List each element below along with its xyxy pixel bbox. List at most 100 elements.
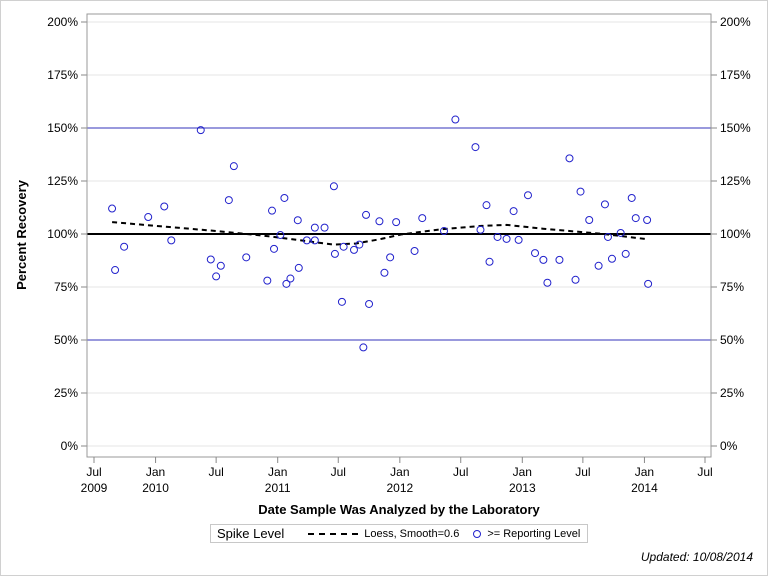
data-point xyxy=(607,254,616,263)
data-point xyxy=(280,193,289,202)
data-point xyxy=(120,242,129,251)
data-point xyxy=(471,143,480,152)
data-point xyxy=(270,244,279,253)
data-point xyxy=(476,225,485,234)
x-tick-label: Jul xyxy=(575,465,590,479)
updated-note: Updated: 10/08/2014 xyxy=(640,550,753,564)
y-tick-label-right: 50% xyxy=(720,333,744,347)
data-point xyxy=(410,246,419,255)
y-tick-label-right: 0% xyxy=(720,439,738,453)
circle-marker-icon xyxy=(473,529,482,538)
data-point xyxy=(362,210,371,219)
x-axis-label: Date Sample Was Analyzed by the Laborato… xyxy=(258,502,540,517)
data-point xyxy=(571,275,580,284)
x-tick-label: Jan xyxy=(390,465,409,479)
data-point xyxy=(418,214,427,223)
y-tick-label-left: 25% xyxy=(54,386,78,400)
y-tick-label-left: 200% xyxy=(47,15,78,29)
data-point xyxy=(644,279,653,288)
legend: Spike Level Loess, Smooth=0.6 >= Reporti… xyxy=(210,524,588,543)
data-point xyxy=(502,234,511,243)
data-point xyxy=(196,126,205,135)
data-point xyxy=(167,236,176,245)
data-point xyxy=(621,249,630,258)
y-tick-label-right: 25% xyxy=(720,386,744,400)
data-point xyxy=(585,216,594,225)
plot-frame xyxy=(86,13,712,458)
y-tick-label-left: 0% xyxy=(61,439,79,453)
data-point xyxy=(216,261,225,270)
data-point xyxy=(386,253,395,262)
data-point xyxy=(302,236,311,245)
data-point xyxy=(603,232,612,241)
x-tick-label: Jul xyxy=(208,465,223,479)
data-point xyxy=(523,191,532,200)
data-point xyxy=(286,274,295,283)
data-point xyxy=(263,276,272,285)
x-tick-year: 2011 xyxy=(265,481,291,495)
y-tick-label-left: 75% xyxy=(54,280,78,294)
x-tick-label: Jul xyxy=(453,465,468,479)
data-point xyxy=(482,201,491,210)
data-point xyxy=(514,235,523,244)
y-tick-label-right: 150% xyxy=(720,121,751,135)
data-point xyxy=(543,278,552,287)
data-point xyxy=(643,216,652,225)
loess-curve xyxy=(112,221,649,246)
x-tick-year: 2010 xyxy=(142,481,169,495)
y-tick-label-left: 50% xyxy=(54,333,78,347)
data-point xyxy=(392,218,401,227)
data-point xyxy=(539,255,548,264)
data-point xyxy=(531,249,540,258)
data-point xyxy=(616,228,625,237)
data-point xyxy=(380,268,389,277)
data-point xyxy=(212,272,221,281)
data-point xyxy=(160,202,169,211)
x-tick-label: Jul xyxy=(697,465,712,479)
data-point xyxy=(293,216,302,225)
x-tick-year: 2014 xyxy=(631,481,658,495)
data-point xyxy=(493,232,502,241)
x-tick-label: Jan xyxy=(146,465,165,479)
y-tick-label-left: 150% xyxy=(47,121,78,135)
y-tick-label-left: 100% xyxy=(47,227,78,241)
legend-title: Spike Level xyxy=(217,526,285,541)
data-point xyxy=(294,263,303,272)
data-point xyxy=(631,214,640,223)
data-point xyxy=(355,240,364,249)
x-tick-label: Jul xyxy=(331,465,346,479)
y-tick-label-right: 200% xyxy=(720,15,751,29)
data-point xyxy=(600,200,609,209)
data-point xyxy=(320,223,329,232)
data-point xyxy=(451,115,460,124)
data-point xyxy=(268,206,277,215)
data-point xyxy=(229,162,238,171)
data-point xyxy=(310,223,319,232)
y-axis-label: Percent Recovery xyxy=(14,179,29,290)
data-point xyxy=(276,231,285,240)
x-tick-label: Jan xyxy=(268,465,287,479)
data-point xyxy=(555,255,564,264)
y-tick-label-right: 125% xyxy=(720,174,751,188)
y-tick-label-right: 100% xyxy=(720,227,751,241)
x-tick-label: Jan xyxy=(513,465,532,479)
data-point xyxy=(365,299,374,308)
x-tick-year: 2013 xyxy=(509,481,536,495)
data-point xyxy=(329,182,338,191)
data-point xyxy=(627,193,636,202)
data-point xyxy=(108,204,117,213)
data-point xyxy=(282,279,291,288)
y-tick-label-left: 175% xyxy=(47,68,78,82)
x-tick-label: Jul xyxy=(86,465,101,479)
data-point xyxy=(339,242,348,251)
y-tick-label-left: 125% xyxy=(47,174,78,188)
data-point xyxy=(509,207,518,216)
y-tick-label-right: 175% xyxy=(720,68,751,82)
data-point xyxy=(349,245,358,254)
data-point xyxy=(111,266,120,275)
data-point xyxy=(310,236,319,245)
data-point xyxy=(224,196,233,205)
data-point xyxy=(485,257,494,266)
